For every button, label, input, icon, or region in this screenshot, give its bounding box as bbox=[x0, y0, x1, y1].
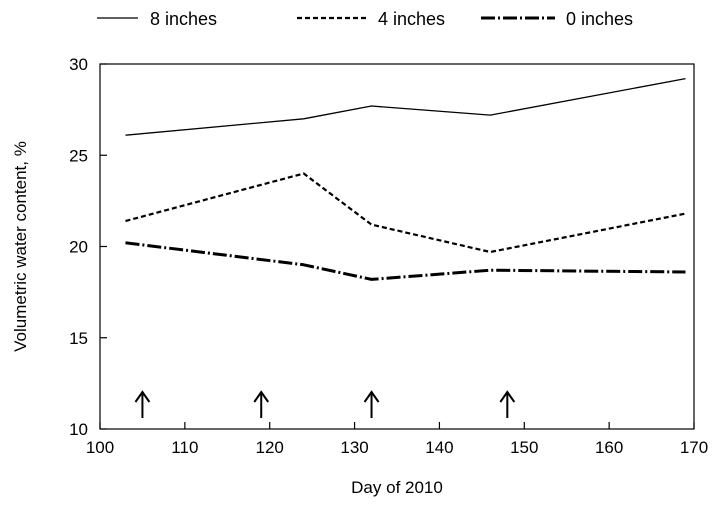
y-tick-label: 10 bbox=[69, 420, 88, 439]
series-layer bbox=[125, 77, 686, 281]
x-tick-label: 120 bbox=[256, 438, 284, 457]
x-tick-label: 110 bbox=[171, 438, 198, 457]
plot-frame bbox=[99, 63, 695, 430]
legend-label: 0 inches bbox=[566, 9, 633, 29]
legend-item-0: 8 inches bbox=[97, 9, 217, 29]
y-tick-label: 15 bbox=[69, 329, 88, 348]
legend: 8 inches 4 inches 0 inches bbox=[97, 9, 633, 29]
arrow-up-icon bbox=[363, 390, 380, 418]
y-axis-title: Volumetric water content, % bbox=[11, 141, 30, 352]
y-tick-label: 25 bbox=[69, 146, 88, 165]
x-axis: 100 110 120 130 140 150 160 170 bbox=[86, 422, 708, 457]
legend-label: 4 inches bbox=[378, 9, 445, 29]
x-axis-title: Day of 2010 bbox=[351, 478, 443, 497]
y-tick-label: 20 bbox=[69, 238, 88, 257]
x-tick-label: 130 bbox=[340, 438, 368, 457]
x-tick-label: 100 bbox=[86, 438, 114, 457]
x-tick-label: 170 bbox=[680, 438, 708, 457]
legend-item-1: 4 inches bbox=[297, 9, 445, 29]
y-axis: 10 15 20 25 30 bbox=[69, 55, 107, 439]
y-tick-label: 30 bbox=[69, 55, 88, 74]
x-tick-label: 140 bbox=[425, 438, 453, 457]
legend-item-2: 0 inches bbox=[481, 9, 633, 29]
series-line-2 bbox=[125, 241, 686, 281]
arrow-up-icon bbox=[134, 390, 151, 418]
x-tick-label: 160 bbox=[595, 438, 623, 457]
arrow-up-icon bbox=[499, 390, 516, 418]
arrow-up-icon bbox=[253, 390, 270, 418]
x-tick-label: 150 bbox=[510, 438, 538, 457]
series-line-1 bbox=[125, 172, 686, 254]
annotation-layer bbox=[134, 390, 516, 418]
series-line-0 bbox=[125, 77, 686, 136]
legend-label: 8 inches bbox=[150, 9, 217, 29]
